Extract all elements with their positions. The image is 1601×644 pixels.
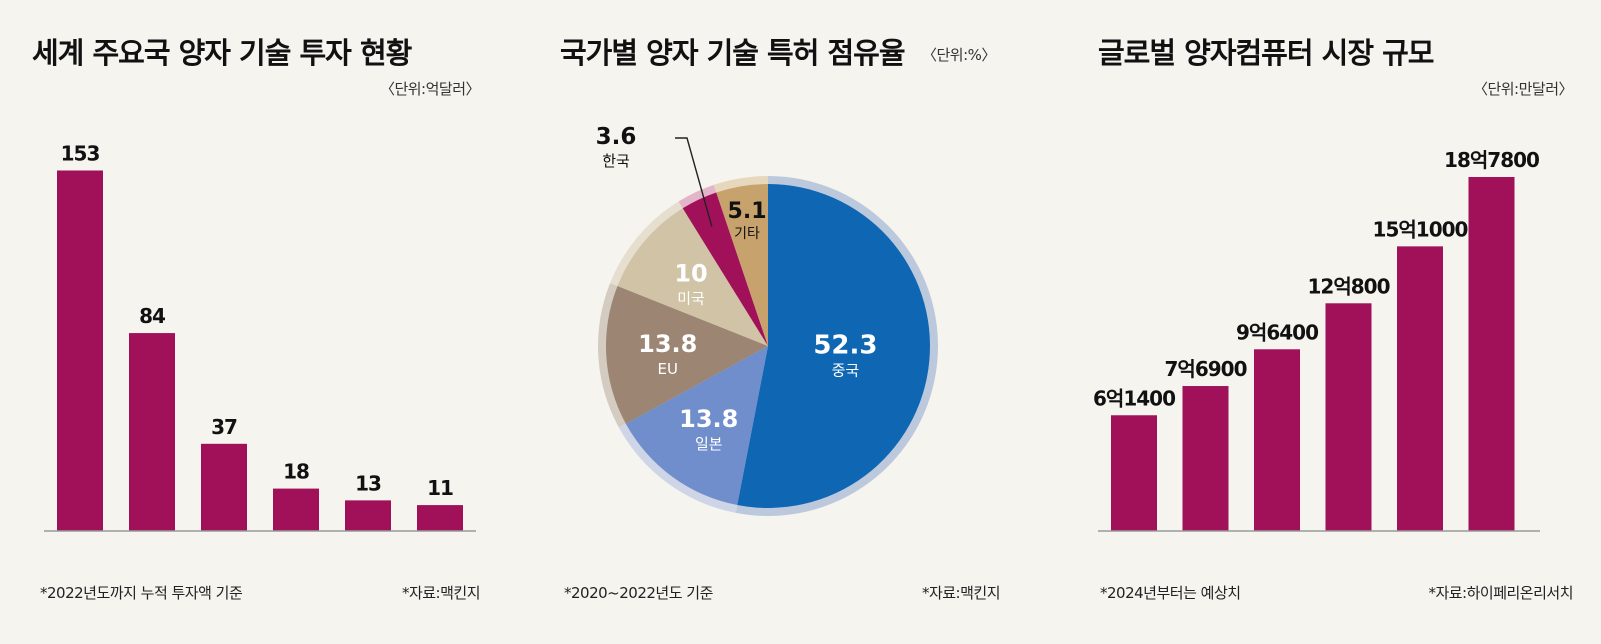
- investment-bar: [273, 488, 319, 531]
- investment-value-label: 84: [139, 304, 165, 328]
- market-bar: [1254, 349, 1300, 531]
- panel-market-size: 글로벌 양자컴퓨터 시장 규모 〈단위:만달러〉 6억14002022년7억69…: [1040, 0, 1601, 644]
- patent-slice-name-label: 미국: [677, 289, 705, 307]
- investment-bar: [417, 505, 463, 531]
- investment-value-label: 13: [355, 471, 381, 495]
- patent-slice: [716, 184, 768, 346]
- patent-slice: [617, 208, 768, 346]
- investment-value-label: 153: [61, 141, 100, 165]
- market-value-label: 15억1000: [1373, 217, 1468, 241]
- market-chart-footnote: *2024년부터는 예상치: [1100, 584, 1241, 602]
- market-bar-chart: 6억14002022년7억6900239억64002412억8002515억10…: [1093, 148, 1540, 532]
- investment-chart-source: *자료:맥킨지: [401, 584, 481, 602]
- patent-slice: [682, 192, 768, 346]
- investment-bar-chart: 153중국84EU37미국18일본13영국11캐나다: [44, 141, 476, 532]
- market-value-label: 18억7800: [1444, 148, 1539, 172]
- patent-slice-value-label: 3.6: [596, 124, 637, 150]
- patent-slice-name-label: EU: [658, 360, 678, 378]
- market-value-label: 9억6400: [1236, 320, 1318, 344]
- market-bar: [1111, 415, 1157, 531]
- market-bar: [1325, 303, 1372, 531]
- market-chart-title: 글로벌 양자컴퓨터 시장 규모: [1098, 36, 1434, 70]
- investment-value-label: 37: [211, 415, 237, 439]
- patent-slice: [606, 286, 768, 424]
- patent-pie-chart: 52.3중국 13.8 일본 13.8 EU 10 미국 3.6 한국 5.1 기타: [596, 124, 939, 516]
- patent-slice-name-label: 한국: [602, 152, 630, 170]
- patent-slice-value-label: 13.8: [638, 330, 697, 358]
- investment-bar: [345, 500, 391, 531]
- investment-bar: [57, 170, 103, 531]
- investment-bar: [201, 443, 247, 531]
- market-bar: [1182, 386, 1229, 531]
- investment-value-label: 18: [283, 460, 309, 484]
- patent-slice: [737, 184, 930, 508]
- market-value-label: 12억800: [1308, 274, 1390, 298]
- market-chart-source: *자료:하이페리온리서치: [1428, 584, 1573, 602]
- market-value-label: 7억6900: [1165, 357, 1247, 381]
- patent-slice-value-label: 13.8: [679, 405, 738, 433]
- investment-chart-footnote: *2022년도까지 누적 투자액 기준: [40, 584, 243, 602]
- market-bar: [1468, 176, 1515, 531]
- patent-chart-unit: 〈단위:%〉: [922, 46, 996, 64]
- market-value-label: 6억1400: [1093, 386, 1175, 410]
- patent-chart-source: *자료:맥킨지: [921, 584, 1001, 602]
- patent-slice-value-label: 5.1: [728, 199, 767, 224]
- patent-slice-name-label: 기타: [734, 226, 760, 242]
- patent-slice: [625, 346, 768, 506]
- investment-chart-unit: 〈단위:억달러〉: [379, 80, 481, 98]
- market-bar: [1397, 246, 1443, 532]
- market-chart-unit: 〈단위:만달러〉: [1472, 80, 1574, 98]
- patent-chart-title: 국가별 양자 기술 특허 점유율: [560, 36, 906, 70]
- investment-chart-title: 세계 주요국 양자 기술 투자 현황: [32, 36, 412, 70]
- patent-slice-value-label: 52.3: [813, 330, 877, 360]
- panel-investment: 세계 주요국 양자 기술 투자 현황 〈단위:억달러〉 153중국84EU37미…: [0, 0, 520, 644]
- patent-slice-value-label: 10: [674, 259, 707, 287]
- investment-value-label: 11: [427, 476, 453, 500]
- patent-slice-name-label: 일본: [695, 435, 723, 453]
- patent-callout-line: [675, 137, 713, 227]
- investment-bar: [129, 333, 175, 531]
- patent-chart-footnote: *2020~2022년도 기준: [564, 584, 713, 602]
- patent-slice-name-label: 중국: [832, 361, 860, 379]
- panel-patent-share: 국가별 양자 기술 특허 점유율 〈단위:%〉 52.3 중국 13.8 일본 13.8…: [520, 0, 1040, 644]
